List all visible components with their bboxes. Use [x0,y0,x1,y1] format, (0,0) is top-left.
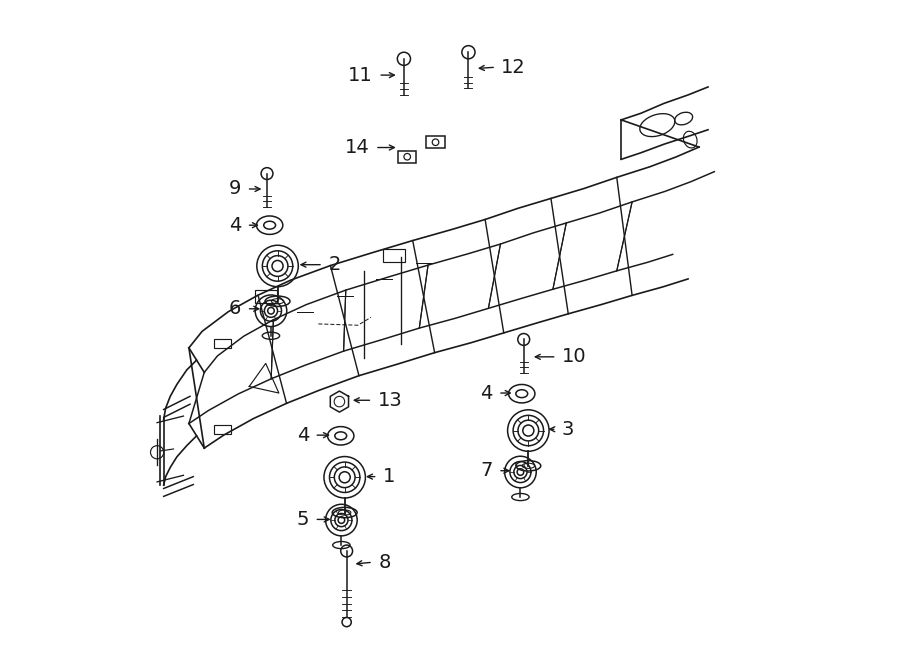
Text: 9: 9 [229,180,241,198]
Text: 7: 7 [481,461,493,480]
Text: 4: 4 [297,426,309,445]
Text: 11: 11 [348,65,373,85]
Text: 14: 14 [345,138,370,157]
Text: 8: 8 [378,553,391,572]
Text: 4: 4 [481,383,493,403]
Text: 12: 12 [501,58,526,77]
Text: 10: 10 [562,347,587,366]
Text: 5: 5 [297,510,309,529]
Text: 13: 13 [378,391,402,410]
Text: 2: 2 [328,255,340,274]
Text: 6: 6 [229,299,241,319]
Text: 3: 3 [562,420,574,439]
Text: 1: 1 [382,467,395,486]
Text: 4: 4 [229,215,241,235]
